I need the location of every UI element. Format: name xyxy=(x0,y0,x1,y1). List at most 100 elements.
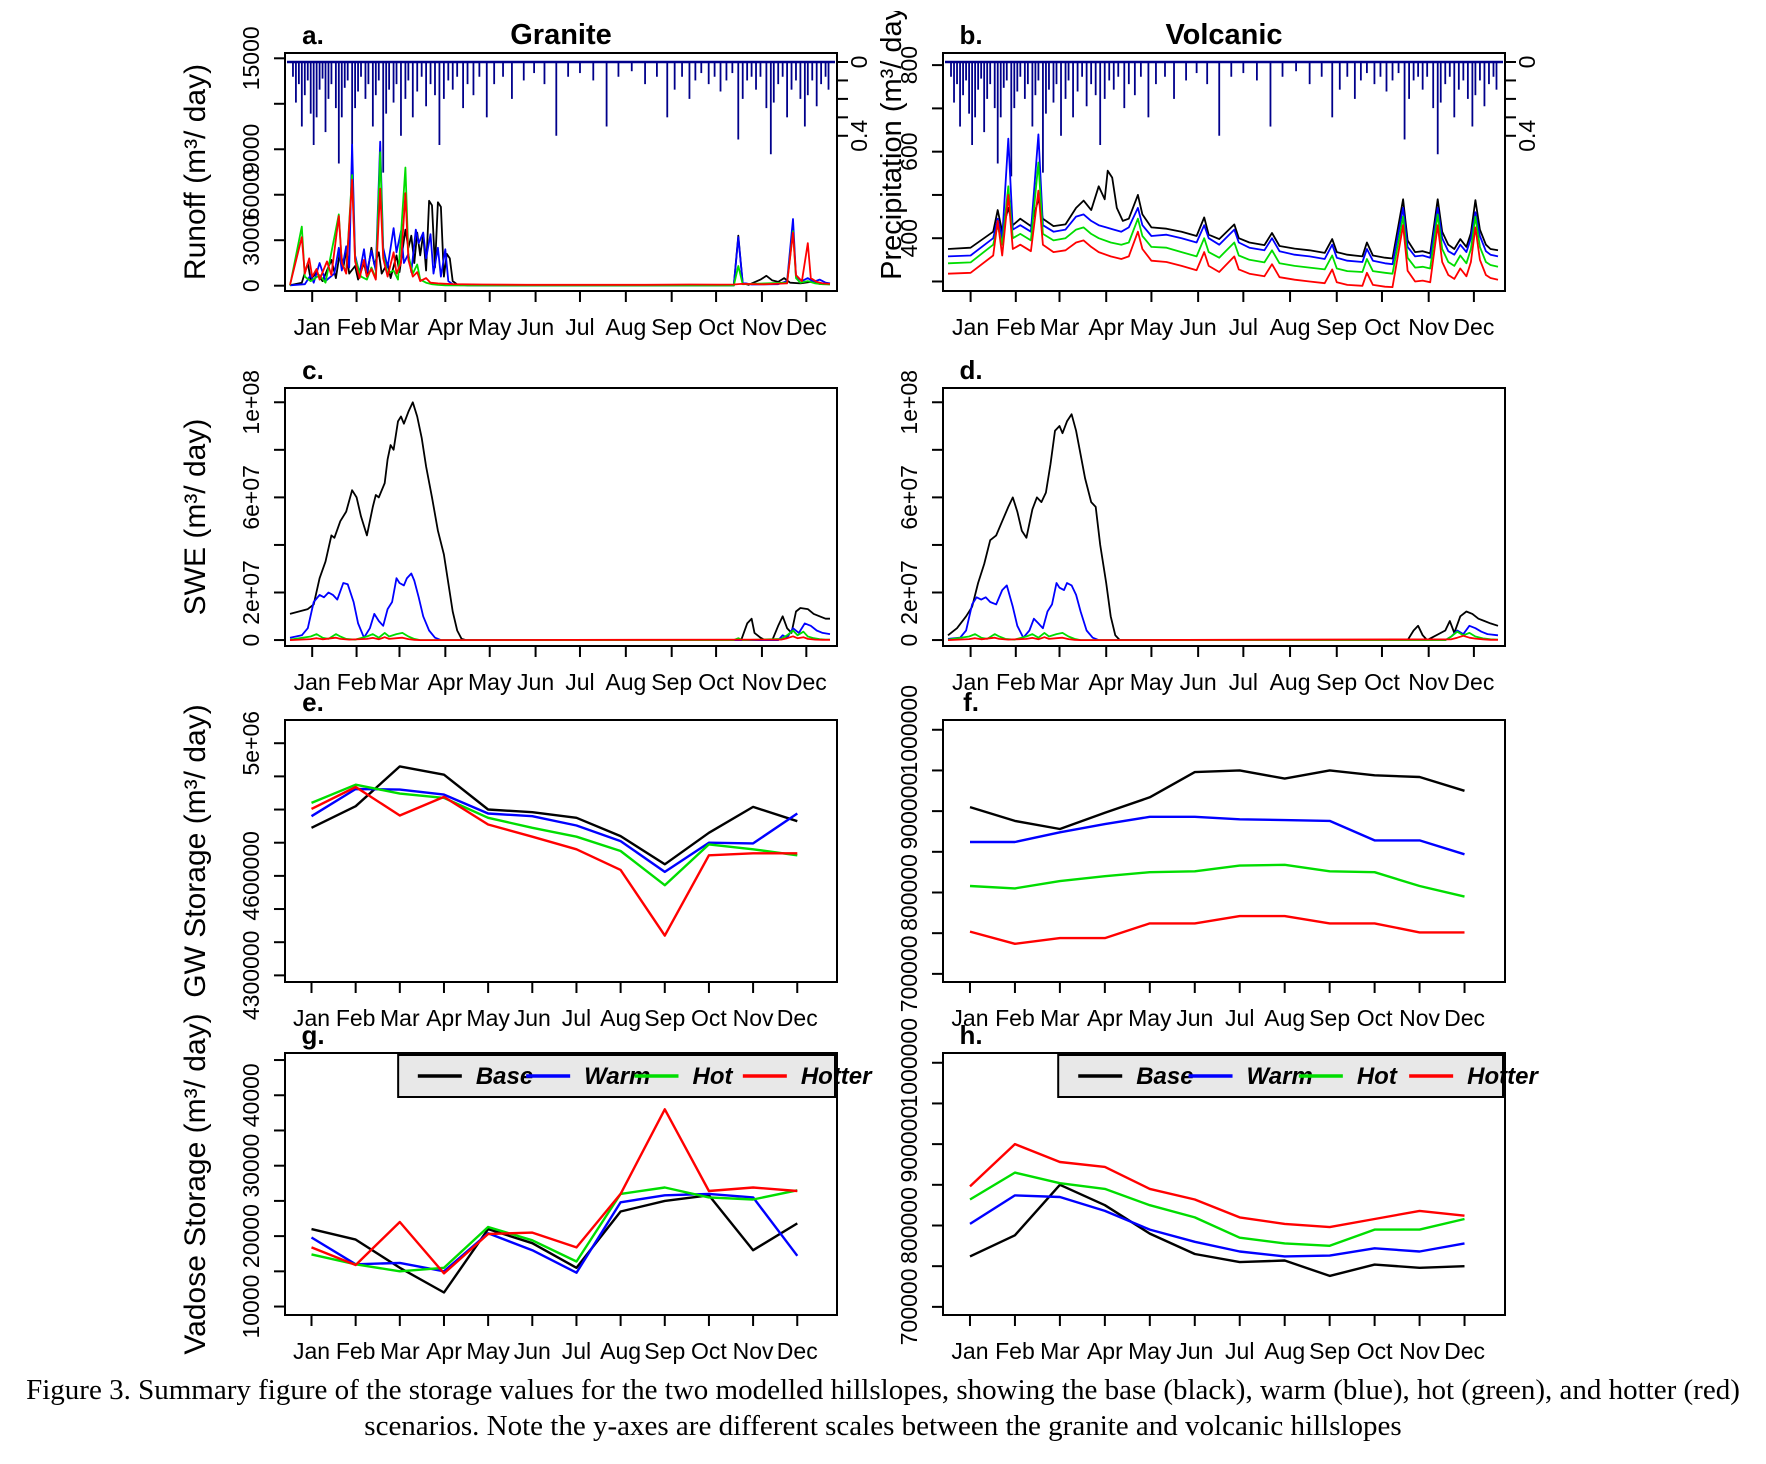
x-tick-label: Oct xyxy=(1357,1338,1393,1364)
x-tick-label: Jun xyxy=(514,1338,551,1364)
panel-g-corner-label: g. xyxy=(301,1020,324,1050)
series-hotter-line xyxy=(310,785,798,937)
x-tick-label: Mar xyxy=(1040,1338,1080,1364)
panel-a-precip-bars xyxy=(287,60,835,177)
panel-b-corner-label: b. xyxy=(959,20,982,50)
y-tick-label: 800000 xyxy=(896,854,922,931)
panel-a-series xyxy=(289,140,831,287)
panel-h-corner-label: h. xyxy=(959,1020,982,1050)
x-tick-label: Jan xyxy=(952,314,989,340)
x-tick-label: Apr xyxy=(1088,314,1124,340)
y-tick-label: 1e+08 xyxy=(896,370,922,435)
panel-e-corner-label: e. xyxy=(302,687,324,717)
panel-c-corner-label: c. xyxy=(302,355,324,385)
x-tick-label: Apr xyxy=(1087,1005,1123,1031)
panel-e-plot-box xyxy=(284,719,838,983)
series-warm-line xyxy=(310,787,798,874)
x-tick-label: May xyxy=(1130,669,1174,695)
panel-g-x-axis: Jan Feb Mar Apr May Jun Jul Aug Sep Oct Nov Dec xyxy=(293,1315,818,1364)
x-tick-label: Sep xyxy=(1309,1005,1350,1031)
series-hotter-line xyxy=(289,178,831,286)
series-warm-line xyxy=(947,582,1499,642)
series-base-line xyxy=(289,401,830,642)
x-tick-label: Aug xyxy=(1264,1005,1305,1031)
figure-caption: Figure 3. Summary figure of the storage … xyxy=(0,1372,1766,1445)
y-tick-label: 1000000 xyxy=(896,1018,922,1108)
y-tick-label: 6e+07 xyxy=(896,465,922,530)
x-tick-label: Oct xyxy=(1364,314,1400,340)
y-tick-label: 1000000 xyxy=(896,685,922,775)
legend-label: Base xyxy=(476,1063,533,1090)
x-tick-label: Aug xyxy=(1264,1338,1305,1364)
y-tick-label: 800000 xyxy=(896,1187,922,1264)
x-tick-label: Oct xyxy=(1364,669,1400,695)
x-tick-label: May xyxy=(1128,1005,1172,1031)
x-tick-label: Dec xyxy=(1453,669,1494,695)
panel-c-plot-box xyxy=(284,387,838,647)
x-tick-label: Jun xyxy=(1176,1338,1213,1364)
series-hot-line xyxy=(969,1171,1465,1248)
panel-a-y-axis-title: Runoff (m³/ day) xyxy=(179,64,212,280)
x-tick-label: May xyxy=(466,1338,510,1364)
panel-h-legend: Base Warm Hot Hotter xyxy=(1057,1054,1539,1098)
y-tick-label: 600 xyxy=(896,132,922,170)
x-tick-label: May xyxy=(468,669,512,695)
y-tick-label: 2e+07 xyxy=(896,560,922,625)
panel-g-series xyxy=(310,1108,799,1294)
y-tick-label: 0 xyxy=(896,634,922,647)
x-tick-label: Nov xyxy=(733,1005,774,1031)
panel-b-title: Volcanic xyxy=(1165,19,1282,51)
panel-c-y-axis: 0 2e+07 6e+07 1e+08 xyxy=(238,370,285,646)
x-tick-label: Jan xyxy=(951,1338,988,1364)
x-tick-label: Mar xyxy=(380,1338,420,1364)
panel-a-plot-box xyxy=(284,52,838,292)
panel-h-series xyxy=(969,1142,1465,1278)
x-tick-label: May xyxy=(1130,314,1174,340)
panel-c-series xyxy=(289,401,831,642)
series-warm-line xyxy=(947,133,1499,266)
panel-e-chart: 4300000 4600000 5e+06 GW Storage (m³/ day) J… xyxy=(179,687,838,1031)
legend-label: Hotter xyxy=(1467,1063,1539,1090)
x-tick-label: Dec xyxy=(786,314,827,340)
x-tick-label: Nov xyxy=(733,1338,774,1364)
x-tick-label: Aug xyxy=(605,669,646,695)
x-tick-label: Sep xyxy=(1316,669,1357,695)
x-tick-label: Nov xyxy=(1408,314,1449,340)
right-tick-label: 0.4 xyxy=(1514,120,1540,152)
x-tick-label: Feb xyxy=(996,314,1036,340)
panel-a-x-axis: Jan Feb Mar Apr May Jun Jul Aug Sep Oct Nov Dec xyxy=(294,291,827,340)
x-tick-label: Feb xyxy=(995,1005,1035,1031)
x-tick-label: Nov xyxy=(1408,669,1449,695)
x-tick-label: Jun xyxy=(514,1005,551,1031)
caption-line-1: Figure 3. Summary figure of the storage … xyxy=(26,1374,1740,1406)
x-tick-label: Jul xyxy=(562,1338,591,1364)
y-tick-label: 1e+08 xyxy=(238,370,264,435)
y-tick-label: 20000 xyxy=(238,1204,264,1268)
legend-label: Hot xyxy=(692,1063,733,1090)
series-base-line xyxy=(947,413,1499,642)
x-tick-label: Jun xyxy=(1176,1005,1213,1031)
panel-g-y-axis: 10000 20000 30000 40000 xyxy=(238,1059,285,1339)
series-base-line xyxy=(289,199,831,287)
right-tick-label: 0.4 xyxy=(846,120,872,152)
series-hot-line xyxy=(311,1186,798,1273)
legend-item-hot: Hot xyxy=(634,1063,733,1090)
x-tick-label: Jun xyxy=(517,669,554,695)
x-tick-label: Dec xyxy=(1444,1338,1485,1364)
y-tick-label: 900000 xyxy=(896,1106,922,1183)
series-base-line xyxy=(310,765,798,866)
y-tick-label: 800 xyxy=(896,46,922,84)
series-hotter-line xyxy=(969,914,1465,945)
x-tick-label: Oct xyxy=(691,1338,727,1364)
x-tick-label: Jan xyxy=(952,669,989,695)
y-tick-label: 0 xyxy=(238,634,264,647)
series-warm-line xyxy=(289,140,831,287)
x-tick-label: May xyxy=(466,1005,510,1031)
x-tick-label: Aug xyxy=(600,1005,641,1031)
series-hotter-line xyxy=(289,635,830,642)
panel-f-x-axis: Jan Feb Mar Apr May Jun Jul Aug Sep Oct Nov Dec xyxy=(951,982,1485,1031)
